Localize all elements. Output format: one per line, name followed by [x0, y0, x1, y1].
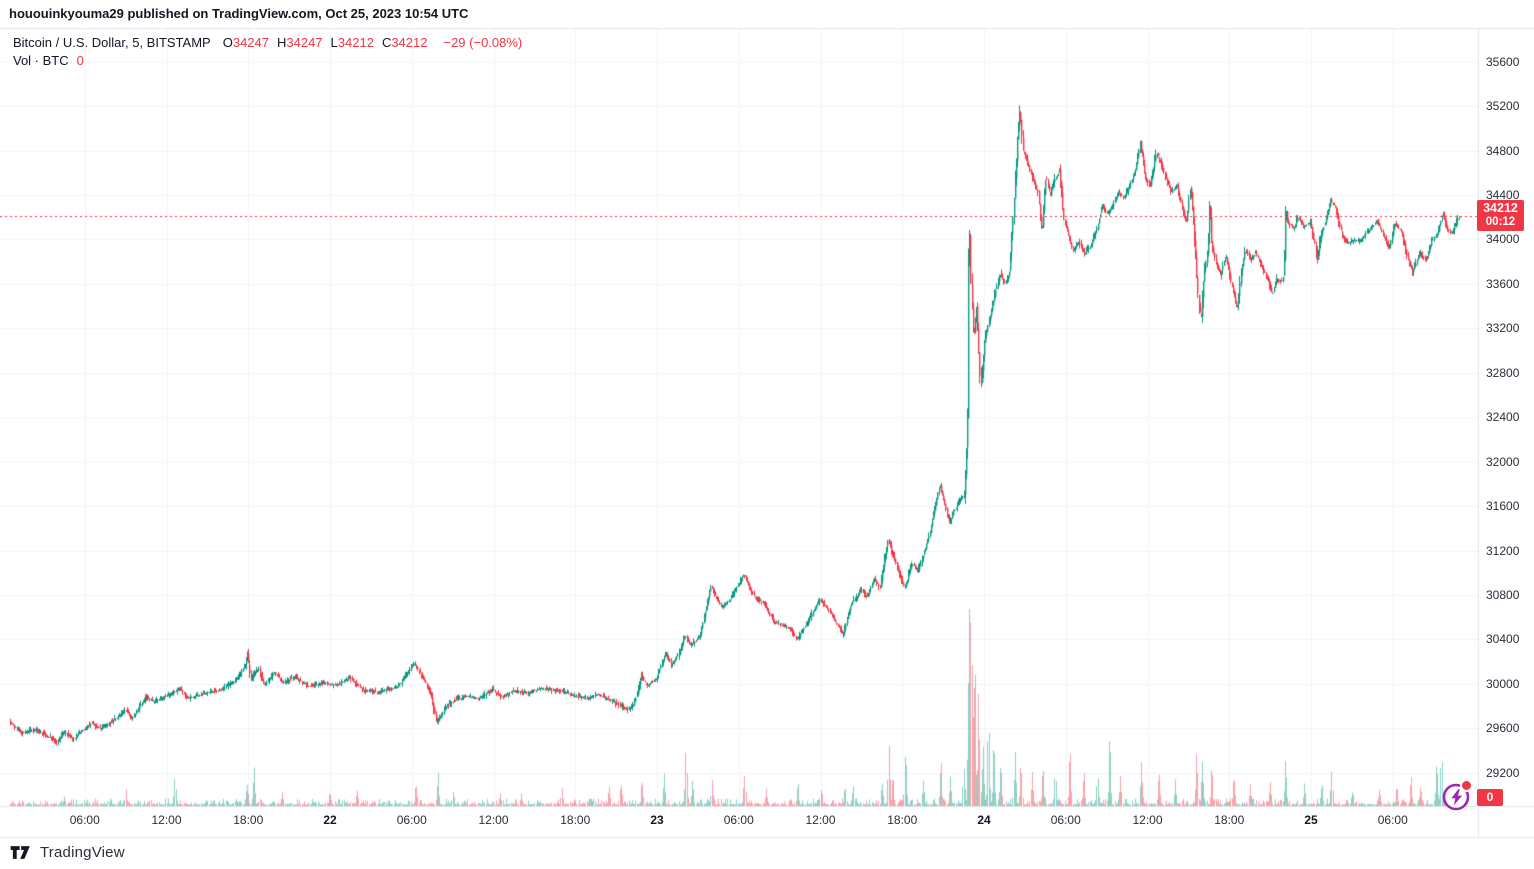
tradingview-brand[interactable]: TradingView	[40, 843, 125, 861]
ohlc-l: L34212	[330, 35, 374, 50]
time-tick-1200: 12:00	[478, 813, 509, 827]
publish-header: hououinkyouma29 published on TradingView…	[9, 0, 468, 28]
volume-label: Vol · BTC	[13, 53, 69, 68]
change-value: −29 (−0.08%)	[443, 35, 523, 50]
time-tick-1200: 12:00	[1132, 813, 1163, 827]
price-tick-30000: 30000	[1486, 676, 1520, 691]
price-tick-31600: 31600	[1486, 499, 1520, 514]
legend-row-volume: Vol · BTC 0	[13, 52, 522, 70]
price-tick-31200: 31200	[1486, 543, 1520, 558]
price-tick-32400: 32400	[1486, 410, 1520, 425]
ohlc-h: H34247	[277, 35, 323, 50]
tradingview-logo-icon[interactable]	[10, 845, 33, 860]
last-price-badge: 34212 00:12	[1477, 200, 1524, 231]
time-tick-23: 23	[650, 813, 664, 827]
time-tick-0600: 06:00	[69, 813, 100, 827]
price-axis[interactable]: 35600 35200 34800 34400 34000 33600 33200 32800…	[1478, 28, 1534, 807]
price-tick-34400: 34400	[1486, 188, 1520, 203]
footer: TradingView	[10, 841, 125, 863]
price-tick-34000: 34000	[1486, 232, 1520, 247]
price-tick-32000: 32000	[1486, 454, 1520, 469]
time-tick-1800: 18:00	[887, 813, 918, 827]
chart-legend[interactable]: Bitcoin / U.S. Dollar, 5, BITSTAMP O3424…	[13, 34, 522, 70]
time-tick-1800: 18:00	[560, 813, 591, 827]
legend-row-main: Bitcoin / U.S. Dollar, 5, BITSTAMP O3424…	[13, 34, 522, 52]
lightning-icon-svg	[1442, 783, 1470, 811]
time-tick-0600: 06:00	[1050, 813, 1081, 827]
time-tick-0600: 06:00	[723, 813, 754, 827]
time-tick-1800: 18:00	[1214, 813, 1245, 827]
price-tick-35600: 35600	[1486, 54, 1520, 69]
price-tick-35200: 35200	[1486, 99, 1520, 114]
time-tick-22: 22	[323, 813, 337, 827]
volume-value: 0	[76, 53, 84, 68]
time-tick-1800: 18:00	[233, 813, 264, 827]
lightning-trade-icon[interactable]	[1441, 779, 1473, 813]
price-tick-32800: 32800	[1486, 365, 1520, 380]
price-tick-33600: 33600	[1486, 276, 1520, 291]
volume-axis-badge: 0	[1477, 789, 1503, 806]
time-tick-24: 24	[977, 813, 991, 827]
notification-dot	[1460, 779, 1473, 792]
ohlc-values: O34247 H34247 L34212 C34212	[223, 34, 436, 52]
price-tick-30400: 30400	[1486, 632, 1520, 647]
price-tick-33200: 33200	[1486, 321, 1520, 336]
time-tick-25: 25	[1304, 813, 1318, 827]
time-tick-1200: 12:00	[805, 813, 836, 827]
price-tick-34800: 34800	[1486, 143, 1520, 158]
ohlc-o: O34247	[222, 35, 269, 50]
time-tick-0600: 06:00	[1377, 813, 1408, 827]
time-axis[interactable]: 06:00 12:00 18:00 22 06:00 12:00 18:00 23 06:00 1…	[0, 807, 1534, 837]
ohlc-c: C34212	[381, 35, 428, 50]
bar-countdown: 00:12	[1485, 216, 1516, 228]
publish-header-text: hououinkyouma29 published on TradingView…	[9, 6, 469, 21]
last-price-value: 34212	[1483, 201, 1518, 215]
time-tick-1200: 12:00	[151, 813, 182, 827]
symbol-title[interactable]: Bitcoin / U.S. Dollar, 5, BITSTAMP	[13, 35, 211, 50]
price-tick-29600: 29600	[1486, 721, 1520, 736]
price-tick-30800: 30800	[1486, 588, 1520, 603]
price-tick-29200: 29200	[1486, 765, 1520, 780]
time-tick-0600: 06:00	[396, 813, 427, 827]
